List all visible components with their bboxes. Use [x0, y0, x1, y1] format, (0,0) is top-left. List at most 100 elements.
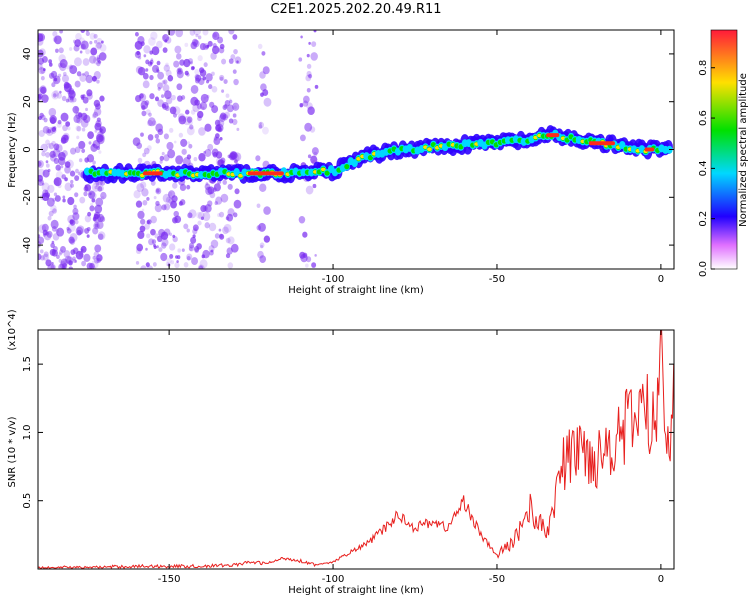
- spectrogram-speckle-dot: [39, 180, 43, 184]
- spectrogram-speckle-dot: [91, 182, 100, 192]
- spectrogram-speckle-dot: [228, 58, 234, 64]
- spectrogram-speckle-dot: [177, 95, 183, 102]
- spectrogram-speckle-dot: [219, 233, 225, 240]
- spectrogram-speckle-dot: [72, 212, 80, 221]
- spectrogram-panel: -150 -100 -50 0 -40 -20 0 20 40 Height of strai…: [7, 29, 675, 296]
- spectrogram-speckle-dot: [188, 244, 195, 252]
- spectrogram-speckle-dot: [96, 117, 101, 123]
- spectrogram-speckle-dot: [38, 33, 44, 42]
- spectrogram-speckle-dot: [62, 124, 68, 132]
- spectrogram-speckle-dot: [172, 106, 181, 116]
- spectrogram-speckle-dot: [92, 255, 96, 260]
- snr-y-label: SNR (10 * v/v): [7, 416, 18, 487]
- spectrogram-speckle-dot: [311, 147, 319, 156]
- spectrogram-speckle-dot: [153, 196, 157, 200]
- spectrogram-speckle-dot: [50, 264, 56, 269]
- spectrogram-speckle-dot: [137, 157, 143, 164]
- spectrogram-speckle-dot: [199, 67, 205, 74]
- spectrogram-speckle-dot: [225, 237, 231, 244]
- spectrogram-speckle-dot: [204, 222, 210, 229]
- spectrogram-x-tick-label: -150: [158, 274, 181, 285]
- snr-x-ticks: -150 -100 -50 0: [158, 330, 664, 585]
- spectrogram-speckle-dot: [161, 151, 165, 156]
- spectrogram-speckle-dot: [86, 234, 90, 238]
- spectrogram-speckle-dot: [160, 252, 168, 262]
- spectrogram-speckle-dot: [85, 74, 93, 84]
- spectrogram-speckle-dot: [67, 196, 75, 206]
- spectrogram-speckle-dot: [48, 210, 54, 217]
- spectrogram-speckle-dot: [172, 234, 176, 238]
- spectrogram-speckle-dot: [137, 66, 146, 76]
- spectrogram-speckle-dot: [79, 196, 86, 204]
- spectrogram-speckle-dot: [163, 133, 169, 140]
- spectrogram-speckle-dot: [190, 85, 199, 94]
- spectrogram-speckle-dot: [48, 62, 53, 67]
- spectrogram-speckle-dot: [90, 47, 98, 56]
- spectrogram-speckle-dot: [190, 41, 198, 50]
- spectrogram-speckle-dot: [74, 80, 81, 88]
- spectrogram-speckle-dot: [140, 218, 146, 225]
- spectrogram-speckle-dot: [156, 188, 160, 193]
- spectrogram-speckle-dot: [162, 35, 166, 40]
- spectrogram-speckle-dot: [97, 233, 104, 240]
- spectrogram-speckle-dot: [79, 50, 83, 54]
- spectrogram-speckle-dot: [142, 152, 147, 158]
- spectrogram-speckle-dot: [180, 138, 188, 147]
- spectrogram-speckle-dot: [54, 195, 61, 202]
- spectrogram-speckle-dot: [156, 40, 163, 49]
- spectrogram-speckle-dot: [95, 197, 104, 207]
- spectrogram-speckle-dot: [81, 148, 86, 154]
- spectrogram-speckle-dot: [190, 61, 193, 65]
- spectrogram-speckle-dot: [215, 196, 223, 205]
- spectrogram-speckle-dot: [218, 114, 226, 123]
- spectrogram-speckle-dot: [164, 90, 172, 99]
- spectrogram-speckle-dot: [221, 58, 227, 65]
- spectrogram-speckle-dot: [148, 37, 156, 46]
- spectrogram-speckle-dot: [55, 171, 64, 180]
- spectrogram-speckle-dot: [58, 167, 62, 172]
- spectrogram-speckle-dot: [149, 75, 154, 81]
- spectrogram-speckle-dot: [49, 115, 57, 124]
- spectrogram-speckle-dot: [80, 40, 89, 50]
- spectrogram-speckle-dot: [165, 69, 172, 77]
- spectrogram-speckle-dot: [158, 228, 165, 237]
- spectrogram-speckle-dot: [53, 192, 58, 197]
- spectrogram-speckle-dot: [308, 41, 311, 45]
- spectrogram-speckle-dot: [51, 82, 56, 88]
- spectrogram-speckle-dot: [215, 124, 222, 132]
- spectrogram-speckle-dot: [186, 184, 191, 190]
- spectrogram-speckle-dot: [193, 156, 198, 162]
- spectrogram-speckle-dot: [43, 231, 52, 241]
- spectrogram-speckle-dot: [305, 256, 312, 263]
- spectrogram-speckle-dot: [98, 60, 102, 64]
- spectrogram-speckle-dot: [58, 47, 64, 54]
- spectrogram-speckle-dot: [96, 61, 101, 67]
- spectrogram-speckle-dot: [53, 126, 57, 130]
- spectrogram-speckle-dot: [88, 55, 97, 64]
- spectrogram-speckle-dot: [48, 107, 57, 117]
- snr-y-tick-label: 1.5: [22, 356, 33, 372]
- spectrogram-speckle-dot: [134, 32, 139, 37]
- track-inner: [324, 170, 330, 176]
- spectrogram-speckle-dot: [50, 126, 57, 134]
- spectrogram-speckle-dot: [150, 228, 156, 236]
- spectrogram-speckle-dot: [190, 96, 199, 106]
- spectrogram-speckle-dot: [169, 232, 173, 236]
- spectrogram-speckle-dot: [232, 34, 238, 40]
- spectrogram-speckle-dot: [98, 185, 104, 192]
- spectrogram-speckle-dot: [86, 262, 93, 269]
- spectrogram-speckle-dot: [230, 54, 236, 60]
- spectrogram-speckle-dot: [229, 152, 236, 161]
- spectrogram-speckle-dot: [197, 35, 202, 40]
- spectrogram-speckle-dot: [69, 65, 78, 75]
- spectrogram-speckle-dot: [313, 30, 317, 33]
- spectrogram-speckle-dot: [68, 260, 73, 266]
- spectrogram-speckle-dot: [220, 157, 226, 164]
- spectrogram-speckle-dot: [188, 246, 193, 252]
- spectrogram-speckle-dot: [193, 30, 202, 36]
- track-core: [238, 173, 244, 178]
- spectrogram-speckle-dot: [46, 143, 52, 149]
- spectrogram-speckle-dot: [173, 60, 180, 68]
- spectrogram-speckle-dot: [85, 30, 89, 33]
